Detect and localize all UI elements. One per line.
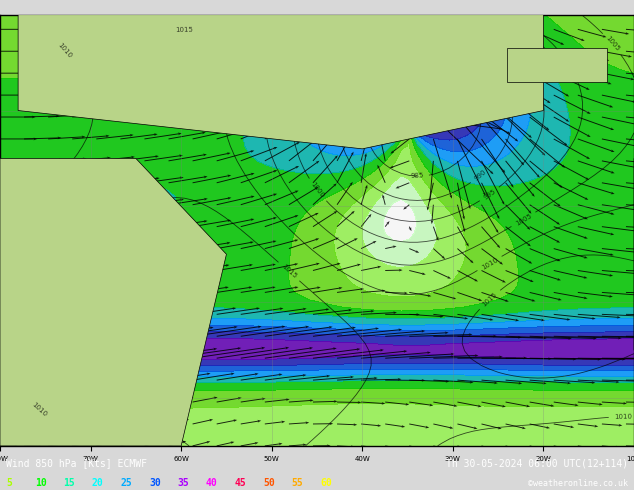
Text: 15: 15 <box>63 478 75 488</box>
Text: 30: 30 <box>149 478 161 488</box>
Text: 55: 55 <box>292 478 304 488</box>
Text: 1015: 1015 <box>176 27 193 33</box>
Text: 60: 60 <box>320 478 332 488</box>
Text: 985: 985 <box>410 173 424 179</box>
Text: 1010: 1010 <box>30 401 48 417</box>
Text: 10: 10 <box>35 478 47 488</box>
Text: 45: 45 <box>235 478 247 488</box>
Text: 25: 25 <box>120 478 133 488</box>
Text: 1000: 1000 <box>309 181 325 199</box>
Text: 1010: 1010 <box>481 256 499 270</box>
Text: 1010: 1010 <box>614 414 631 420</box>
Text: 40: 40 <box>206 478 218 488</box>
Text: Th 30-05-2024 06:00 UTC(12+114): Th 30-05-2024 06:00 UTC(12+114) <box>446 458 628 468</box>
Text: 995: 995 <box>482 188 496 200</box>
Text: 1005: 1005 <box>604 35 620 52</box>
Text: 35: 35 <box>178 478 190 488</box>
Text: 1010: 1010 <box>56 42 72 59</box>
Text: 5: 5 <box>6 478 12 488</box>
Text: ©weatheronline.co.uk: ©weatheronline.co.uk <box>527 479 628 488</box>
Text: 990: 990 <box>473 169 488 182</box>
Text: Wind 850 hPa [Kts] ECMWF: Wind 850 hPa [Kts] ECMWF <box>6 458 147 468</box>
Text: 20: 20 <box>92 478 104 488</box>
Text: 50: 50 <box>263 478 275 488</box>
Polygon shape <box>0 158 226 446</box>
Text: 1015: 1015 <box>481 291 498 308</box>
Polygon shape <box>507 48 607 82</box>
Text: 1015: 1015 <box>280 264 297 280</box>
Polygon shape <box>18 15 543 149</box>
Text: 1005: 1005 <box>514 212 533 226</box>
